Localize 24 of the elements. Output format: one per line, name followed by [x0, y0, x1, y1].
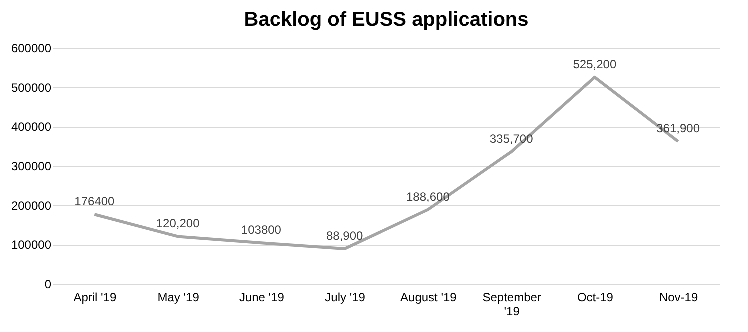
y-tick-label: 300000: [11, 160, 52, 174]
x-tick-label: September '19: [482, 290, 542, 318]
chart-title: Backlog of EUSS applications: [244, 9, 529, 31]
data-label: 525,200: [573, 57, 617, 72]
data-label: 335,700: [490, 132, 534, 146]
x-tick-label: May '19: [158, 290, 200, 304]
y-tick-label: 600000: [11, 42, 52, 56]
y-tick-label: 500000: [11, 80, 52, 95]
data-label: 361,900: [656, 122, 700, 136]
y-tick-label: 200000: [11, 198, 52, 213]
y-tick-label: 0: [44, 278, 52, 292]
data-label: 176400: [74, 194, 116, 209]
x-tick-label: April '19: [74, 290, 117, 304]
data-label: 88,900: [326, 229, 364, 244]
x-tick-label: July '19: [325, 290, 366, 304]
y-tick-label: 100000: [11, 238, 52, 252]
x-tick-label: Nov-19: [659, 290, 698, 304]
data-label: 120,200: [156, 216, 200, 231]
data-label: 188,600: [406, 190, 450, 204]
data-label: 103800: [241, 223, 282, 238]
y-tick-label: 400000: [11, 120, 52, 134]
x-tick-label: Oct-19: [577, 290, 614, 304]
x-tick-label: June '19: [239, 290, 285, 304]
x-tick-label: August '19: [400, 290, 458, 304]
